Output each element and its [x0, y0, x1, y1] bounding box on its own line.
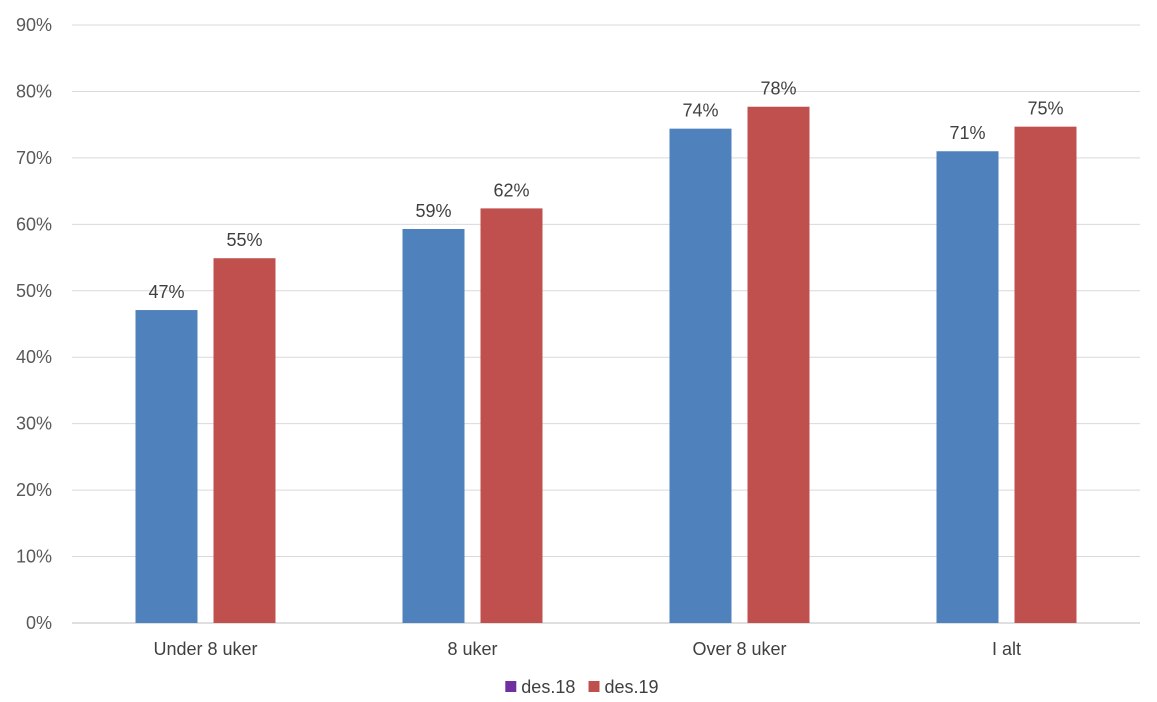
legend-label: des.18	[521, 677, 575, 697]
y-tick-label: 70%	[16, 148, 52, 168]
data-label: 71%	[949, 123, 985, 143]
y-axis-tick-labels: 0% 10% 20% 30% 40% 50% 60% 70% 80% 90%	[16, 15, 52, 633]
legend: des.18 des.19	[505, 677, 659, 697]
y-tick-label: 30%	[16, 414, 52, 434]
data-labels: 47% 55% 59% 62% 74% 78% 71% 75%	[148, 79, 1063, 302]
bar-des-18-0	[135, 310, 198, 623]
bar-des-19-0	[213, 258, 276, 623]
x-category-label: Under 8 uker	[153, 639, 257, 659]
bar-des-18-1	[402, 228, 465, 624]
x-axis-category-labels: Under 8 uker 8 uker Over 8 uker I alt	[153, 639, 1021, 659]
bars	[135, 106, 1077, 624]
legend-label: des.19	[605, 677, 659, 697]
bar-des-19-3	[1014, 126, 1077, 623]
y-tick-label: 90%	[16, 15, 52, 35]
bar-des-19-1	[480, 208, 543, 624]
bar-des-19-2	[747, 106, 810, 623]
x-category-label: 8 uker	[447, 639, 497, 659]
legend-swatch	[588, 681, 600, 692]
bar-des-18-3	[936, 151, 999, 623]
x-category-label: I alt	[992, 639, 1021, 659]
data-label: 74%	[682, 101, 718, 121]
y-tick-label: 20%	[16, 480, 52, 500]
data-label: 47%	[148, 282, 184, 302]
data-label: 78%	[760, 79, 796, 99]
y-tick-label: 50%	[16, 281, 52, 301]
y-tick-label: 40%	[16, 347, 52, 367]
legend-swatch	[505, 681, 517, 692]
y-tick-label: 10%	[16, 547, 52, 567]
data-label: 75%	[1027, 99, 1063, 119]
x-category-label: Over 8 uker	[692, 639, 786, 659]
y-tick-label: 60%	[16, 214, 52, 234]
bar-des-18-2	[669, 128, 732, 624]
data-label: 59%	[415, 201, 451, 221]
y-tick-label: 0%	[26, 613, 52, 633]
data-label: 62%	[493, 180, 529, 200]
data-label: 55%	[226, 230, 262, 250]
y-tick-label: 80%	[16, 81, 52, 101]
